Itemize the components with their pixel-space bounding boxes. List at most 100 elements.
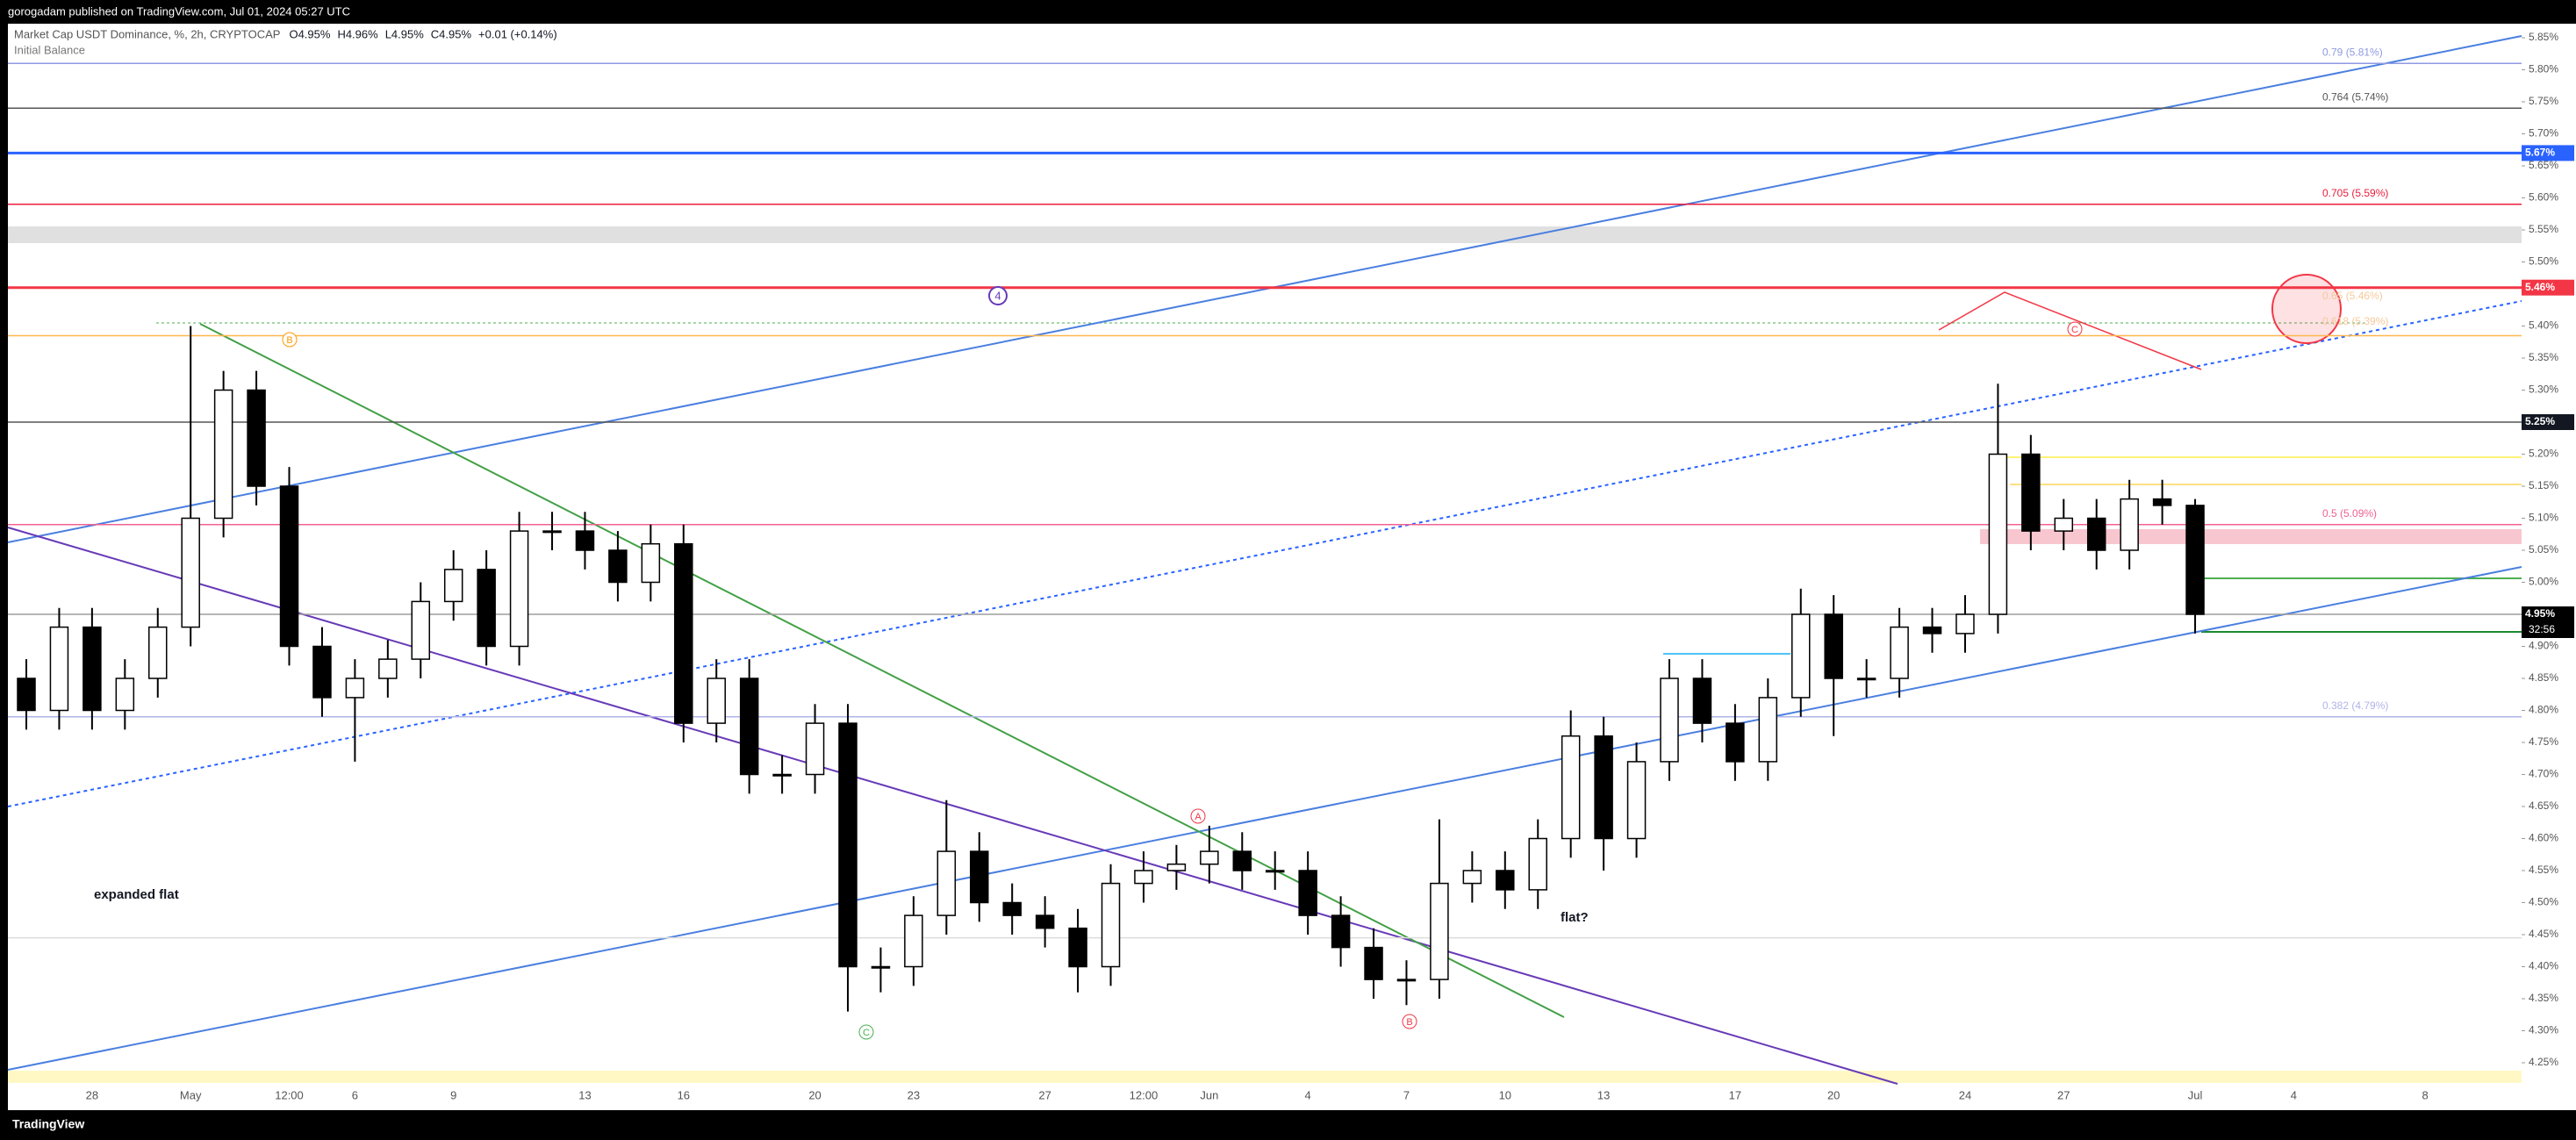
- price-badge-label: 5.67%: [2525, 147, 2555, 159]
- candle-body: [904, 914, 923, 968]
- y-tick-label: 5.80%: [2529, 63, 2558, 75]
- candle-body: [1594, 735, 1613, 840]
- y-tick-label: 5.30%: [2529, 384, 2558, 396]
- candle-body: [1824, 613, 1843, 679]
- gray-zone: [8, 226, 2522, 243]
- bottom-bar: [0, 1110, 2576, 1140]
- candle-body: [1988, 453, 2008, 615]
- indicator: Initial Balance: [14, 43, 85, 56]
- candle-body: [509, 530, 529, 648]
- x-tick-label: 28: [86, 1088, 98, 1101]
- legend-title: Market Cap USDT Dominance, %, 2h, CRYPTO…: [14, 27, 280, 40]
- candle-body: [838, 722, 857, 968]
- left-border: [0, 24, 8, 1110]
- y-tick-label: 5.35%: [2529, 351, 2558, 363]
- publisher: gorogadam published on TradingView.com, …: [8, 4, 350, 18]
- y-tick-label: 5.75%: [2529, 95, 2558, 107]
- annotation: flat?: [1561, 910, 1589, 925]
- x-tick-label: 12:00: [275, 1088, 304, 1101]
- wave-circle: [2067, 321, 2083, 337]
- candle-body: [1035, 914, 1055, 929]
- candle-body: [1298, 870, 1317, 916]
- price-badge-label: 4.95%: [2525, 607, 2555, 620]
- price-axis-bg: [2522, 24, 2576, 1110]
- candle-body: [1856, 678, 1876, 681]
- y-tick-label: 4.60%: [2529, 832, 2558, 844]
- wave-label: B: [286, 335, 292, 346]
- price-badge: [2522, 279, 2574, 296]
- candle-body: [1134, 870, 1153, 885]
- y-tick-label: 4.40%: [2529, 960, 2558, 972]
- candle-body: [1166, 863, 1187, 871]
- y-tick-label: 4.45%: [2529, 928, 2558, 940]
- candle-body: [1496, 870, 1515, 891]
- level-label: 0.5 (5.09%): [2322, 507, 2377, 520]
- y-tick-label: 5.55%: [2529, 223, 2558, 235]
- x-tick-label: 9: [450, 1088, 456, 1101]
- target-circle: [2271, 274, 2342, 344]
- level-label: 0.705 (5.59%): [2322, 187, 2388, 199]
- y-tick-label: 4.35%: [2529, 992, 2558, 1004]
- x-tick-label: 17: [1729, 1088, 1741, 1101]
- candle-body: [772, 773, 792, 777]
- legend-value: O4.95%: [289, 27, 330, 40]
- candle-body: [2152, 498, 2172, 506]
- wave-circle: [282, 332, 298, 348]
- candle-body: [575, 530, 595, 551]
- candle-body: [2021, 453, 2041, 532]
- trendline: [7, 527, 1898, 1085]
- trendline: [7, 35, 2522, 543]
- brand: TradingView: [12, 1117, 84, 1131]
- candle-body: [213, 389, 233, 520]
- y-tick-label: 4.55%: [2529, 864, 2558, 876]
- candle-body: [1922, 626, 1942, 635]
- marks: 0.79 (5.81%) 0.764 (5.74%) 0.705 (5.59%) 0.…: [8, 46, 2522, 1012]
- y-tick-label: 4.90%: [2529, 640, 2558, 652]
- y-tick-label: 4.50%: [2529, 896, 2558, 908]
- y-tick-label: 5.00%: [2529, 576, 2558, 588]
- y-tick-label: 5.65%: [2529, 159, 2558, 171]
- wave-label: C: [863, 1028, 870, 1038]
- countdown: 32:56: [2529, 623, 2555, 635]
- wave-circle: [988, 286, 1008, 305]
- candle-body: [17, 678, 36, 712]
- price-badge: [2522, 606, 2574, 622]
- candle-body: [707, 678, 726, 724]
- price-badge: [2522, 145, 2574, 161]
- candle-body: [2054, 517, 2074, 532]
- candle-body: [739, 678, 759, 776]
- candle-body: [871, 965, 891, 969]
- y-tick-label: 5.85%: [2529, 31, 2558, 43]
- legend-value: +0.01 (+0.14%): [478, 27, 557, 40]
- candle-body: [49, 626, 69, 712]
- candle-body: [378, 658, 398, 679]
- candle-body: [1101, 882, 1121, 968]
- level-label: 0.618 (5.39%): [2322, 315, 2388, 327]
- price-badge-label: 5.46%: [2525, 281, 2555, 293]
- y-tick-label: 4.65%: [2529, 799, 2558, 812]
- wave-circle: [1402, 1014, 1417, 1029]
- candle-body: [411, 600, 431, 660]
- candle-body: [1265, 870, 1285, 873]
- y-tick-label: 5.10%: [2529, 512, 2558, 524]
- candle-body: [1955, 613, 1975, 635]
- x-tick-label: 23: [908, 1088, 920, 1101]
- wave-circle: [1190, 808, 1206, 824]
- x-tick-label: Jun: [1200, 1088, 1218, 1101]
- wave-circle: [858, 1024, 874, 1040]
- y-tick-label: 5.60%: [2529, 191, 2558, 204]
- candle-body: [312, 645, 332, 699]
- candle-body: [345, 678, 365, 699]
- x-tick-label: 20: [808, 1088, 821, 1101]
- candle-body: [2185, 505, 2205, 615]
- candle-body: [1890, 626, 1909, 679]
- x-tick-label: 16: [678, 1088, 690, 1101]
- x-tick-label: 8: [2422, 1088, 2429, 1101]
- x-tick-label: 13: [1597, 1088, 1610, 1101]
- candle-body: [1692, 678, 1712, 724]
- x-tick-label: 13: [578, 1088, 591, 1101]
- y-tick-label: 5.50%: [2529, 255, 2558, 268]
- candle-body: [83, 626, 102, 712]
- x-tick-label: 10: [1499, 1088, 1511, 1101]
- countdown-bg: [2522, 622, 2574, 638]
